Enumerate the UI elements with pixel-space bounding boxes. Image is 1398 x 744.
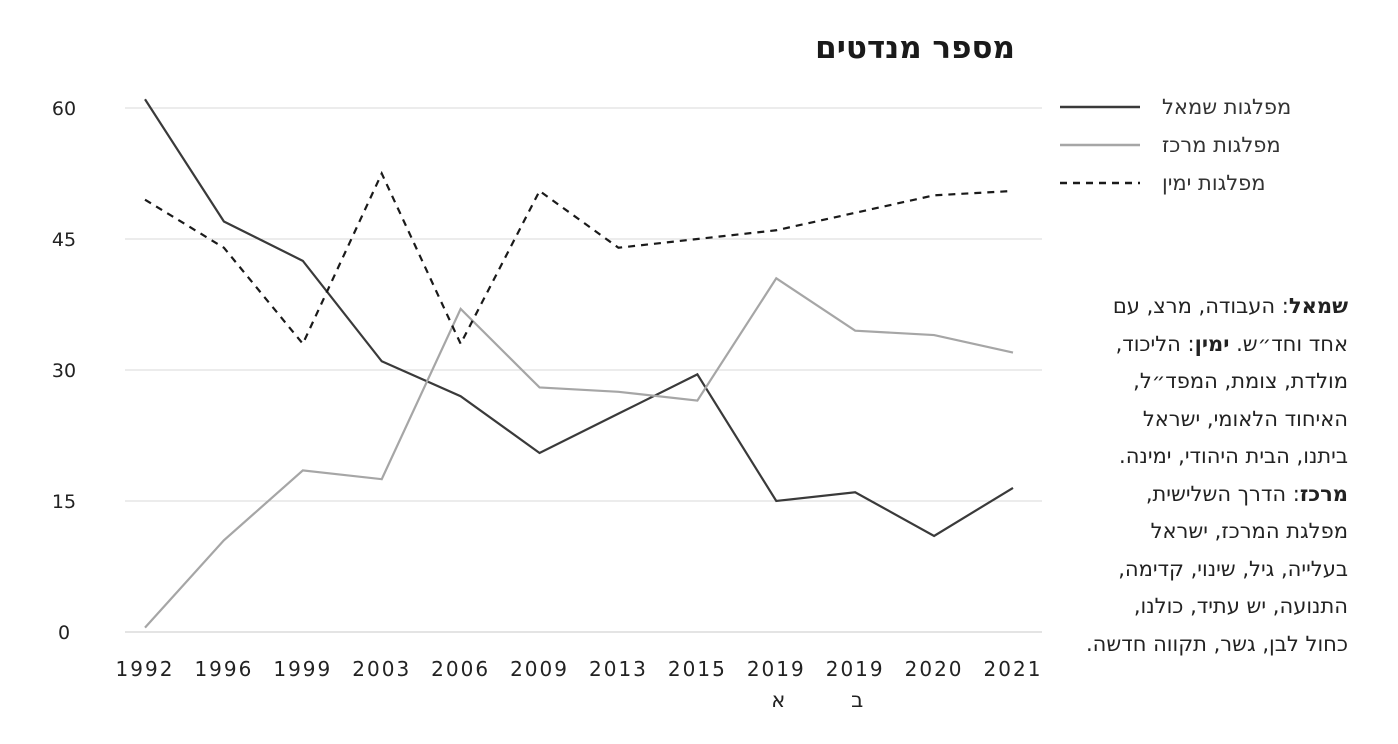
y-tick-label: 0 [58, 622, 70, 644]
x-tick-label: 2019 [747, 657, 806, 681]
x-tick-label: 2013 [589, 657, 648, 681]
series-right-line [144, 170, 1014, 347]
y-tick-label: 45 [52, 229, 76, 251]
desc-text-right: : הליכוד, מולדת, צומת, המפד״ל, האיחוד הל… [1115, 331, 1348, 469]
y-tick-label: 15 [52, 491, 76, 513]
grid-lines [125, 107, 1042, 633]
y-axis-ticks: 0 15 30 45 60 [52, 98, 76, 644]
y-tick-label: 30 [52, 360, 76, 382]
x-tick-sublabel: א [771, 688, 785, 712]
x-tick-label: 1999 [273, 657, 332, 681]
desc-head-center: מרכז [1299, 481, 1348, 506]
desc-text-center: : הדרך השלישית, מפלגת המרכז, ישראל בעליי… [1085, 481, 1348, 656]
x-tick-label: 2021 [984, 657, 1043, 681]
legend-swatch-solid-dark [1060, 105, 1140, 109]
legend-item-center: מפלגות מרכז [1060, 126, 1360, 164]
desc-text-left: : העבודה, מרצ, עם אחד וחד״ש. [1112, 294, 1348, 356]
desc-head-left: שמאל [1288, 294, 1348, 318]
legend-swatch-solid-gray [1060, 143, 1140, 147]
legend-label: מפלגות מרכז [1162, 133, 1281, 157]
y-tick-label: 60 [52, 98, 76, 120]
party-description: שמאל: העבודה, מרצ, עם אחד וחד״ש. ימין: ה… [1085, 288, 1348, 663]
series-left-line [144, 98, 1014, 538]
series-center-line [144, 276, 1014, 629]
x-tick-label: 2020 [905, 657, 964, 681]
chart-title: מספר מנדטים [815, 30, 1015, 66]
series-lines [144, 98, 1014, 629]
x-axis-ticks: 1992 1996 1999 2003 2006 2009 2013 2015 2019 א 201… [116, 657, 1043, 712]
x-tick-label: 1996 [194, 657, 253, 681]
x-tick-label: 2009 [510, 657, 569, 681]
legend-swatch-dashed [1060, 181, 1140, 185]
legend-item-left: מפלגות שמאל [1060, 88, 1360, 126]
x-tick-label: 2003 [352, 657, 411, 681]
desc-head-right: ימין [1194, 331, 1230, 356]
x-tick-label: 2006 [431, 657, 490, 681]
legend-label: מפלגות ימין [1162, 171, 1266, 195]
x-tick-label: 2019 [826, 657, 885, 681]
x-tick-sublabel: ב [851, 688, 863, 712]
x-tick-label: 2015 [668, 657, 727, 681]
legend-item-right: מפלגות ימין [1060, 164, 1360, 202]
x-tick-label: 1992 [116, 657, 175, 681]
legend-label: מפלגות שמאל [1162, 95, 1292, 119]
legend: מפלגות שמאל מפלגות מרכז מפלגות ימין [1060, 88, 1360, 202]
